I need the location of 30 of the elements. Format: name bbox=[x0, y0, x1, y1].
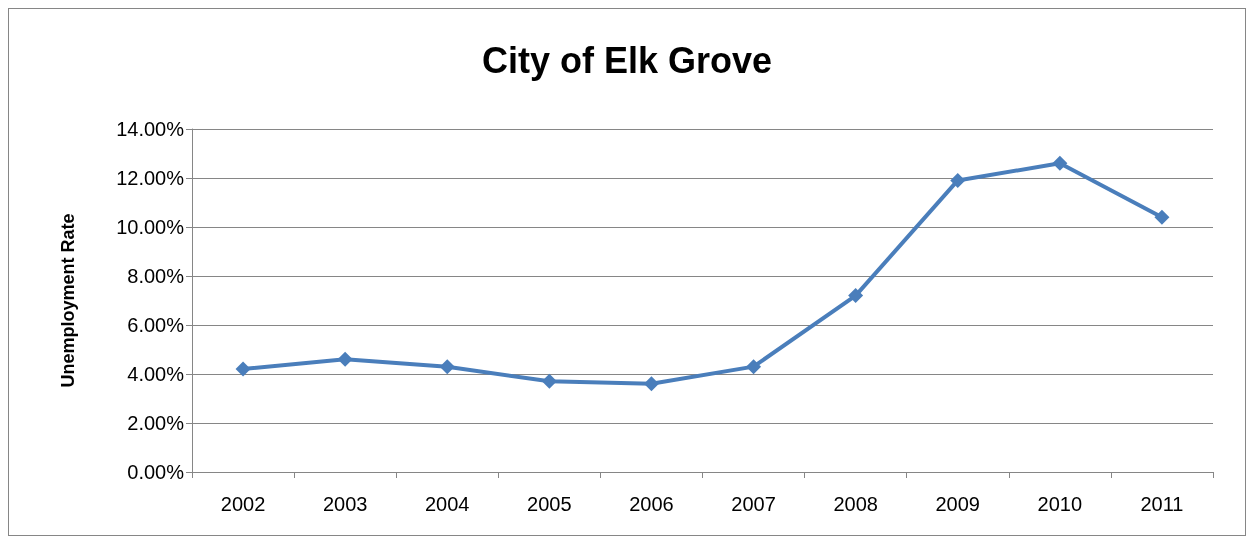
x-tick-label: 2011 bbox=[1140, 493, 1184, 515]
point bbox=[1154, 209, 1170, 225]
y-tick-label: 4.00% bbox=[127, 363, 185, 385]
point bbox=[439, 359, 455, 375]
y-tick-label: 2.00% bbox=[127, 412, 185, 434]
y-tick-label: 14.00% bbox=[116, 118, 185, 140]
chart-title: City of Elk Grove bbox=[481, 39, 773, 81]
point bbox=[337, 351, 353, 367]
x-tick-label: 2007 bbox=[731, 493, 776, 515]
x-tick-label: 2006 bbox=[629, 493, 674, 515]
y-tick-label: 0.00% bbox=[127, 461, 185, 483]
y-tick-label: 8.00% bbox=[127, 265, 185, 287]
point bbox=[1052, 155, 1068, 171]
x-tick-label: 2004 bbox=[425, 493, 470, 515]
x-tick-label: 2009 bbox=[935, 493, 980, 515]
x-tick-label: 2005 bbox=[527, 493, 572, 515]
point bbox=[848, 288, 864, 304]
y-axis-title: Unemployment Rate bbox=[58, 213, 78, 388]
x-tick-label: 2010 bbox=[1037, 493, 1083, 515]
point bbox=[643, 376, 659, 392]
x-tick-label: 2003 bbox=[322, 493, 368, 515]
point bbox=[950, 172, 966, 188]
y-tick-label: 12.00% bbox=[116, 167, 185, 189]
y-tick-label: 10.00% bbox=[116, 216, 185, 238]
point bbox=[746, 359, 762, 375]
y-tick-label: 6.00% bbox=[127, 314, 185, 336]
point bbox=[235, 361, 251, 377]
x-tick-label: 2008 bbox=[833, 493, 878, 515]
x-tick-label: 2002 bbox=[220, 493, 266, 515]
point bbox=[541, 373, 557, 389]
